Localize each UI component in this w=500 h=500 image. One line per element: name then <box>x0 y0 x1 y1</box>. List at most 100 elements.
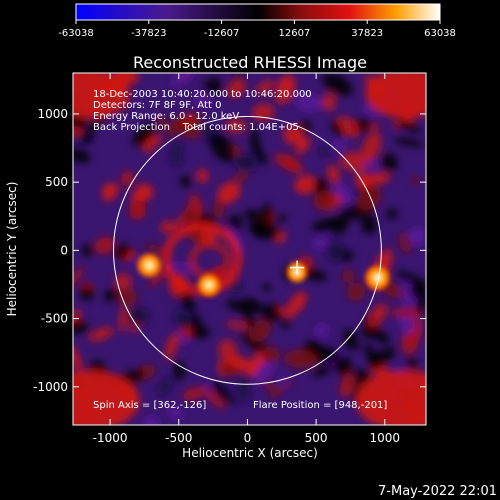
texture-blob <box>415 287 426 315</box>
texture-blob <box>314 323 329 338</box>
texture-blob <box>196 169 209 183</box>
texture-blob <box>394 270 424 284</box>
plot-area <box>73 73 426 425</box>
texture-blob <box>84 115 107 136</box>
texture-blob <box>167 405 184 420</box>
texture-blob <box>367 303 387 328</box>
texture-blob <box>277 213 287 223</box>
texture-blob <box>173 360 186 381</box>
colorbar-tick-label: 12607 <box>278 28 310 39</box>
x-axis: -1000 -500 0 500 1000 <box>93 73 400 445</box>
texture-blob <box>172 73 198 87</box>
annotation-energy: Energy Range: 6.0 - 12.0 keV <box>93 111 239 122</box>
bright-source-core <box>145 261 153 269</box>
x-tick-label: 1000 <box>370 431 401 445</box>
texture-blob <box>331 120 344 139</box>
texture-blob <box>237 374 251 403</box>
texture-blob <box>312 362 336 378</box>
texture-blob <box>218 339 238 362</box>
y-tick-label: 1000 <box>37 107 68 121</box>
texture-blob <box>347 282 366 301</box>
texture-blob <box>355 370 426 425</box>
chart-title: Reconstructed RHESSI Image <box>133 53 367 72</box>
colorbar <box>75 3 441 21</box>
texture-blob <box>117 288 138 306</box>
texture-blob <box>114 273 132 290</box>
texture-blob <box>352 368 370 380</box>
texture-blob <box>103 184 121 191</box>
texture-blob <box>284 349 318 369</box>
annotation-detectors: Detectors: 7F 8F 9F, Att 0 <box>93 100 221 111</box>
texture-blob <box>311 217 342 232</box>
texture-blob <box>296 137 311 155</box>
texture-blob <box>312 236 329 250</box>
texture-blob <box>363 159 378 171</box>
y-axis-label: Heliocentric Y (arcsec) <box>5 182 19 317</box>
annotation-time: 18-Dec-2003 10:40:20.000 to 10:46:20.000 <box>93 89 312 100</box>
plot-frame <box>72 72 427 426</box>
colorbar-ticks: -63038 -37823 -12607 12607 37823 63038 <box>58 20 456 39</box>
texture-blob <box>406 357 418 371</box>
texture-blob <box>198 231 218 242</box>
colorbar-tick-label: 37823 <box>351 28 383 39</box>
texture-blob <box>170 151 183 166</box>
texture-blob <box>299 121 312 132</box>
x-tick-label: 500 <box>305 431 328 445</box>
texture-blob <box>217 181 241 204</box>
texture-blob <box>325 241 346 261</box>
colorbar-tick-label: -63038 <box>58 28 93 39</box>
spin-axis-label: Spin Axis = [362,-126] <box>93 400 206 411</box>
texture-blob <box>233 172 249 183</box>
texture-blob <box>179 175 192 188</box>
texture-blob <box>213 199 225 220</box>
texture-blob <box>242 303 256 331</box>
texture-blob <box>182 387 206 401</box>
texture-blob <box>327 164 340 184</box>
texture-blob <box>88 327 115 342</box>
texture-blob <box>283 125 304 145</box>
texture-blob <box>132 123 155 147</box>
texture-blob <box>408 227 426 246</box>
texture-blob <box>284 154 295 172</box>
texture-blob <box>129 201 146 220</box>
texture-blob <box>262 346 280 364</box>
texture-blob <box>202 387 226 410</box>
texture-blob <box>287 291 307 315</box>
texture-blob <box>260 202 271 225</box>
texture-blob <box>209 133 236 162</box>
texture-blob <box>253 358 277 384</box>
texture-blob <box>410 177 421 184</box>
y-tick-label: 500 <box>45 175 68 189</box>
texture-blob <box>361 216 378 234</box>
texture-blob <box>136 183 154 200</box>
texture-blob <box>209 381 236 405</box>
colorbar-tick-label: 63038 <box>424 28 456 39</box>
annotation-method: Back Projection Total counts: 1.04E+05 <box>93 122 299 133</box>
texture-blob <box>183 112 196 126</box>
flare-position-label: Flare Position = [948,-201] <box>253 400 387 411</box>
texture-blob <box>225 118 247 133</box>
texture-blob <box>73 148 91 163</box>
texture-blob <box>357 187 382 211</box>
texture-blob <box>73 267 85 290</box>
texture-blob <box>225 321 250 330</box>
texture-blob <box>370 328 390 344</box>
texture-blob <box>252 225 264 238</box>
y-tick-label: 0 <box>60 243 68 257</box>
x-tick-label: 0 <box>244 431 252 445</box>
x-axis-label: Heliocentric X (arcsec) <box>182 446 318 460</box>
texture-blob <box>280 319 291 329</box>
texture-blob <box>227 79 246 98</box>
texture-blob <box>114 243 129 259</box>
texture-blob <box>393 138 425 147</box>
texture-blob <box>396 120 422 133</box>
texture-blob <box>231 144 241 157</box>
texture-blob <box>160 220 176 234</box>
texture-blob <box>156 115 176 138</box>
texture-blob <box>79 287 95 300</box>
texture-blob <box>150 135 162 146</box>
spin-axis-marker <box>290 260 305 275</box>
texture-blob <box>365 73 426 119</box>
colorbar-tick-label: -12607 <box>204 28 239 39</box>
